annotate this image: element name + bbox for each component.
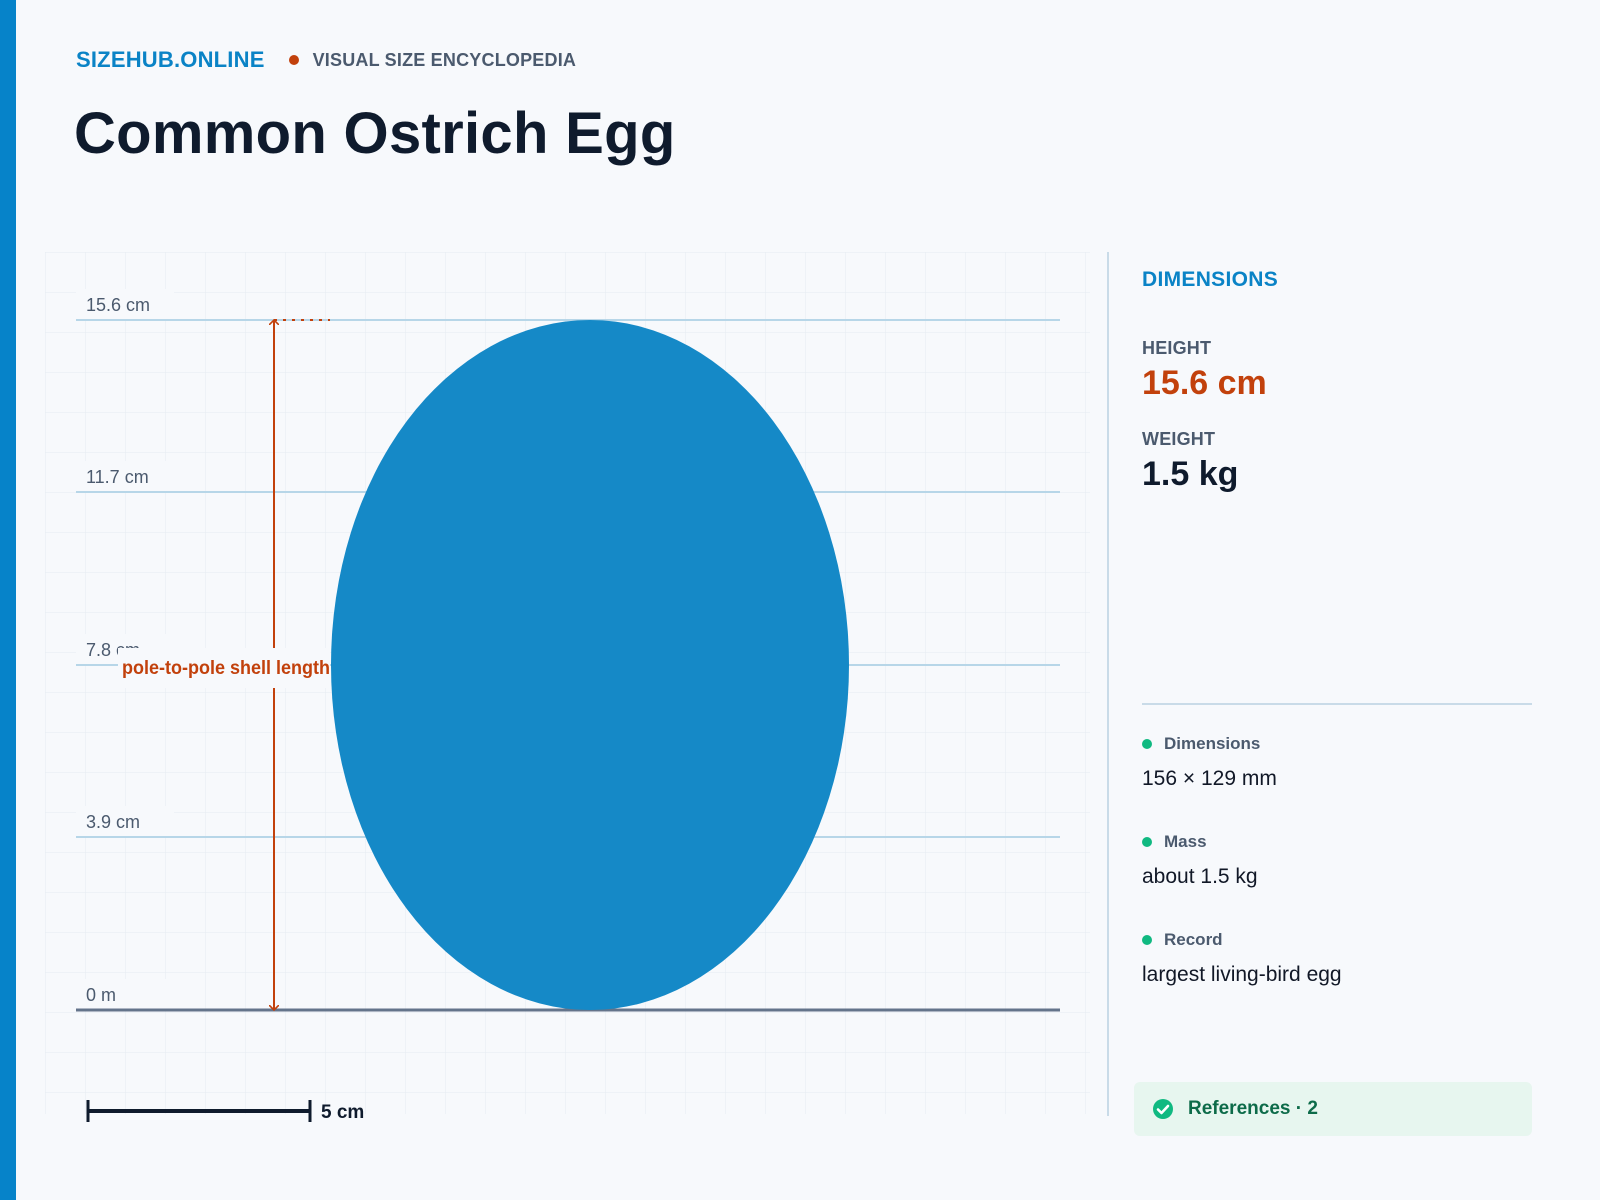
- references-button[interactable]: References · 2: [1134, 1082, 1532, 1136]
- page-title: Common Ostrich Egg: [74, 101, 676, 166]
- bullet-dot-icon: [1142, 837, 1152, 847]
- scale-bar-label: 5 cm: [321, 1102, 364, 1123]
- tick-bg: [76, 979, 174, 1009]
- panel-divider: [1107, 252, 1109, 1116]
- site-brand[interactable]: SIZEHUB.ONLINE: [76, 47, 265, 72]
- separator-dot-icon: [288, 55, 299, 65]
- bullet-dot-icon: [1142, 739, 1152, 749]
- brand-row: SIZEHUB.ONLINE VISUAL SIZE ENCYCLOPEDIA: [76, 47, 576, 73]
- measure-label-bg: [118, 648, 330, 688]
- accent-bar: [0, 0, 16, 1200]
- height-value: 15.6 cm: [1142, 364, 1267, 402]
- axis-tick-label: 3.9 cm: [86, 812, 140, 832]
- fact-item: Dimensions 156 × 129 mm: [1142, 734, 1532, 791]
- fact-label: Record: [1164, 930, 1223, 949]
- fact-label: Dimensions: [1164, 734, 1261, 753]
- axis-tick-label: 0 m: [86, 985, 116, 1005]
- references-label: References · 2: [1188, 1098, 1318, 1119]
- fact-value: largest living-bird egg: [1142, 963, 1342, 986]
- tick-bg: [76, 806, 174, 836]
- height-label: HEIGHT: [1142, 338, 1212, 358]
- axis-tick-label: 11.7 cm: [86, 467, 149, 487]
- tick-bg: [76, 461, 174, 491]
- measure-label: pole-to-pole shell length: [122, 658, 330, 679]
- weight-value: 1.5 kg: [1142, 455, 1239, 493]
- fact-item: Mass about 1.5 kg: [1142, 832, 1532, 889]
- fact-value: 156 × 129 mm: [1142, 767, 1277, 790]
- check-circle-icon: [1153, 1099, 1173, 1119]
- axis-tick-label: 15.6 cm: [86, 295, 150, 315]
- panel-divider-horizontal: [1142, 703, 1532, 705]
- site-tagline: VISUAL SIZE ENCYCLOPEDIA: [312, 49, 577, 70]
- bullet-dot-icon: [1142, 935, 1152, 945]
- weight-label: WEIGHT: [1142, 429, 1216, 449]
- size-diagram-canvas: 15.6 cm 11.7 cm 7.8 cm 3.9 cm 0 m pole-t…: [45, 252, 1090, 1123]
- size-diagram: 15.6 cm 11.7 cm 7.8 cm 3.9 cm 0 m pole-t…: [45, 252, 1090, 1123]
- fact-item: Record largest living-bird egg: [1142, 930, 1532, 987]
- panel-heading: DIMENSIONS: [1142, 268, 1279, 291]
- fact-label: Mass: [1164, 832, 1207, 851]
- ostrich-egg-shape[interactable]: [331, 320, 849, 1010]
- fact-value: about 1.5 kg: [1142, 865, 1258, 888]
- tick-bg: [76, 289, 174, 319]
